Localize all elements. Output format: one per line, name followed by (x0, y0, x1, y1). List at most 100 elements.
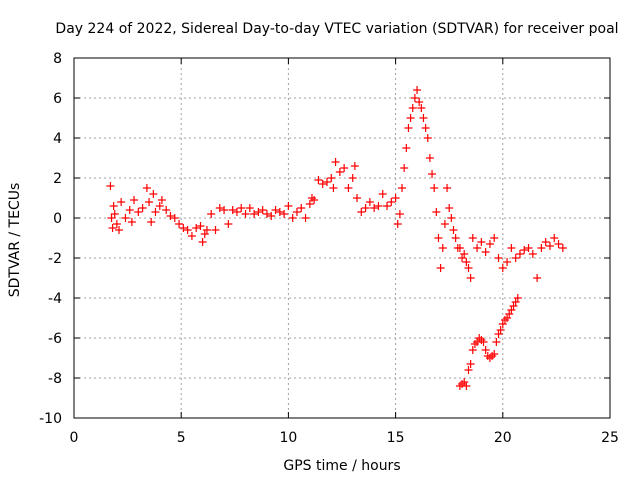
data-point (415, 98, 424, 106)
data-point (348, 174, 357, 182)
data-point (340, 164, 349, 172)
data-point (134, 208, 143, 216)
data-point (318, 180, 327, 188)
data-point (449, 226, 458, 234)
data-point (468, 234, 477, 242)
data-point (408, 104, 417, 112)
data-point (524, 244, 533, 252)
data-point (462, 382, 471, 390)
data-point (515, 250, 524, 258)
y-tick-label: -10 (39, 411, 62, 427)
data-point (237, 204, 246, 212)
data-point (115, 226, 124, 234)
data-point (357, 208, 366, 216)
x-tick-label: 25 (601, 430, 619, 446)
data-point (284, 202, 293, 210)
data-point (125, 206, 134, 214)
data-point (507, 306, 516, 314)
data-point (232, 208, 241, 216)
data-point (537, 244, 546, 252)
data-point (398, 184, 407, 192)
data-point (494, 330, 503, 338)
data-point (460, 250, 469, 258)
data-point (494, 254, 503, 262)
data-point (462, 258, 471, 266)
data-point (245, 204, 254, 212)
y-tick-label: 4 (53, 131, 62, 147)
data-point (423, 134, 432, 142)
data-point (183, 226, 192, 234)
data-point (488, 352, 497, 360)
data-point (179, 224, 188, 232)
data-point (310, 196, 319, 204)
data-point (378, 190, 387, 198)
data-point (485, 240, 494, 248)
data-point (305, 200, 314, 208)
data-point (157, 196, 166, 204)
data-point (425, 154, 434, 162)
data-point (121, 214, 130, 222)
data-point (445, 204, 454, 212)
data-point (112, 220, 121, 228)
y-tick-label: 8 (53, 51, 62, 67)
data-point (220, 206, 229, 214)
data-point (224, 220, 233, 228)
data-point (228, 206, 237, 214)
data-point (314, 176, 323, 184)
data-point (404, 124, 413, 132)
data-point (490, 350, 499, 358)
data-point (322, 178, 331, 186)
data-point (241, 210, 250, 218)
data-point (554, 240, 563, 248)
data-point (477, 336, 486, 344)
x-tick-labels: 0 5 10 15 20 25 (70, 430, 619, 446)
y-tick-label: 2 (53, 171, 62, 187)
data-point (329, 184, 338, 192)
data-point (481, 248, 490, 256)
data-point (196, 222, 205, 230)
data-point (438, 244, 447, 252)
data-point (175, 220, 184, 228)
data-points (106, 86, 567, 390)
data-point (481, 346, 490, 354)
data-point (170, 214, 179, 222)
data-point (393, 220, 402, 228)
data-point (130, 196, 139, 204)
data-point (117, 198, 126, 206)
x-tick-label: 20 (494, 430, 512, 446)
x-tick-label: 0 (70, 430, 79, 446)
data-point (138, 204, 147, 212)
chart-title: Day 224 of 2022, Sidereal Day-to-day VTE… (55, 21, 618, 37)
y-tick-labels: -10 -8 -6 -4 -2 0 2 4 6 8 (39, 51, 62, 427)
data-point (145, 198, 154, 206)
data-point (254, 208, 263, 216)
data-point (361, 204, 370, 212)
data-point (432, 208, 441, 216)
data-point (464, 264, 473, 272)
data-point (200, 230, 209, 238)
data-point (470, 340, 479, 348)
data-point (466, 274, 475, 282)
data-point (127, 218, 136, 226)
data-point (166, 212, 175, 220)
data-point (301, 214, 310, 222)
data-point (387, 198, 396, 206)
data-point (511, 254, 520, 262)
data-point (498, 264, 507, 272)
grid-lines (74, 58, 610, 418)
data-point (500, 316, 509, 324)
data-point (288, 214, 297, 222)
data-point (335, 168, 344, 176)
data-point (507, 244, 516, 252)
data-point (417, 104, 426, 112)
data-point (421, 124, 430, 132)
data-point (110, 210, 119, 218)
data-point (350, 162, 359, 170)
y-tick-label: -6 (48, 331, 62, 347)
data-point (149, 190, 158, 198)
data-point (202, 226, 211, 234)
data-point (162, 206, 171, 214)
data-point (513, 294, 522, 302)
data-point (436, 264, 445, 272)
